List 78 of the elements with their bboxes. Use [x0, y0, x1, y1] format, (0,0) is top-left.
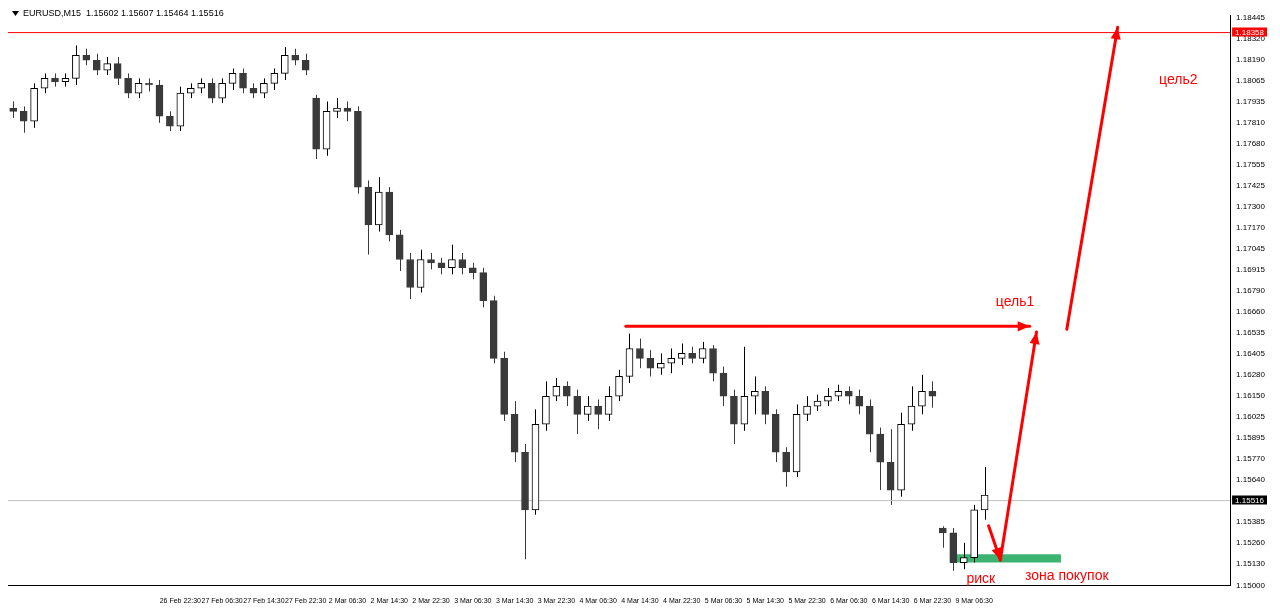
candlestick: [636, 338, 644, 369]
y-tick-label: 1.17935: [1236, 97, 1266, 107]
y-tick-label: 1.15385: [1236, 517, 1266, 527]
candlestick: [594, 399, 602, 430]
candlestick: [333, 97, 341, 119]
ref-line-label: 1.15516: [1235, 495, 1265, 505]
candlestick: [677, 343, 686, 366]
candlestick: [667, 347, 676, 374]
y-tick-label: 1.17300: [1236, 202, 1266, 212]
candlestick: [751, 375, 759, 415]
candlestick: [656, 352, 665, 376]
candlestick: [918, 374, 926, 415]
y-tick-label: 1.17555: [1236, 160, 1266, 170]
candlestick: [19, 105, 28, 134]
y-tick-label: 1.16660: [1236, 307, 1266, 317]
y-tick-label: 1.17045: [1236, 244, 1266, 254]
y-tick-label: 1.16535: [1236, 328, 1266, 338]
y-tick-label: 1.15000: [1236, 580, 1266, 590]
candlestick: [939, 525, 947, 549]
y-tick-label: 1.16280: [1236, 370, 1266, 380]
y-tick-label: 1.15895: [1236, 433, 1266, 443]
candlestick: [698, 341, 707, 364]
candlestick: [928, 380, 937, 409]
candlestick: [395, 229, 404, 272]
y-tick-label: 1.15770: [1236, 454, 1266, 463]
y-tick-label: 1.17170: [1236, 223, 1266, 233]
y-tick-label: 1.18065: [1236, 76, 1266, 86]
candlestick: [761, 385, 770, 425]
candlestick: [207, 77, 216, 104]
candlestick: [166, 110, 174, 132]
y-tick-label: 1.16915: [1236, 265, 1266, 275]
y-tick-label: 1.15130: [1236, 559, 1266, 569]
y-tick-label: 1.18190: [1236, 55, 1266, 65]
candlestick: [845, 385, 853, 405]
candlestick: [824, 387, 832, 407]
annotation: цель2: [1159, 71, 1198, 88]
candlestick: [218, 77, 226, 104]
candlestick: [855, 389, 864, 415]
candlestick: [280, 46, 289, 81]
candlestick: [615, 369, 623, 402]
y-tick-label: 1.16150: [1236, 391, 1266, 401]
candlestick: [573, 389, 582, 435]
candlestick: [124, 72, 132, 99]
y-tick-label: 1.16405: [1236, 349, 1266, 359]
y-tick-label: 1.17810: [1236, 118, 1266, 128]
candlestick: [270, 68, 279, 91]
y-tick-label: 1.17425: [1236, 181, 1266, 191]
candlestick: [583, 395, 592, 422]
candlestick: [239, 68, 247, 94]
candlestick: [103, 56, 112, 76]
candlestick: [458, 252, 467, 275]
annotation: цель1: [995, 293, 1035, 310]
y-tick-label: 1.15640: [1236, 475, 1266, 485]
y-tick-label: 1.16790: [1236, 286, 1266, 296]
candlestick: [709, 344, 717, 382]
candlestick: [40, 72, 49, 94]
band-label: зона покупок: [1024, 567, 1110, 584]
y-tick-label: 1.15260: [1236, 537, 1266, 547]
candlestick: [448, 244, 456, 275]
candlestick: [134, 77, 143, 99]
candlestick: [562, 380, 571, 407]
candlestick: [113, 56, 122, 86]
y-tick-label: 1.18445: [1236, 13, 1266, 23]
annotation: риск: [966, 569, 997, 586]
y-tick-label: 1.18320: [1236, 34, 1266, 44]
candlestick: [803, 395, 811, 422]
y-tick-label: 1.17680: [1236, 139, 1266, 149]
candlestick: [72, 44, 80, 86]
chart-title: EURUSD,M15 1.15602 1.15607 1.15464 1.15516: [23, 8, 224, 18]
candlestick: [552, 377, 561, 402]
candlestick: [260, 77, 268, 99]
candlestick: [646, 349, 655, 377]
candlestick: [782, 446, 790, 488]
candlestick: [343, 100, 352, 122]
candlestick: [228, 68, 237, 91]
candlestick: [959, 542, 968, 570]
ref-line-label: 1.18358: [1235, 27, 1265, 37]
y-tick-label: 1.16025: [1236, 412, 1266, 421]
